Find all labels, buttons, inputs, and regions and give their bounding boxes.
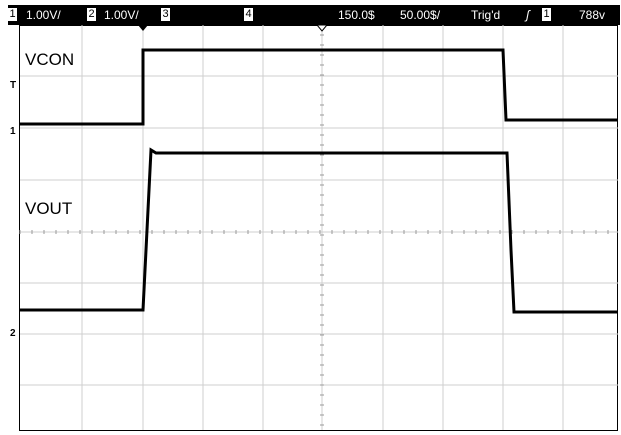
delay-value: 150.0$ xyxy=(338,8,375,22)
channel-2-scale: 1.00V/ xyxy=(104,8,139,22)
channel-1-scale: 1.00V/ xyxy=(26,8,61,22)
channel-1-number: 1 xyxy=(8,8,17,22)
channel-3-number: 3 xyxy=(161,8,170,22)
vout-trace xyxy=(20,147,618,314)
channel-1-ground-marker: 1 xyxy=(10,126,16,137)
graticule-grid xyxy=(19,24,618,430)
vcon-label: VCON xyxy=(25,50,75,69)
status-bar: 1 1.00V/ 2 1.00V/ 3 4 150.0$ 50.00$/ Tri… xyxy=(8,5,620,25)
channel-4-number: 4 xyxy=(244,8,253,22)
trigger-position-marker-icon xyxy=(138,24,329,32)
channel-3-indicator[interactable]: 3 xyxy=(161,5,170,25)
trigger-level-marker: T xyxy=(10,80,17,91)
trigger-source-number: 1 xyxy=(542,8,551,22)
channel-1-indicator[interactable]: 1 xyxy=(8,5,17,25)
trigger-level: 788v xyxy=(579,8,606,22)
vout-label: VOUT xyxy=(25,199,73,218)
channel-2-number: 2 xyxy=(87,8,96,22)
channel-2-indicator[interactable]: 2 xyxy=(87,5,96,25)
channel-4-indicator[interactable]: 4 xyxy=(244,5,253,25)
trigger-source-indicator[interactable]: 1 xyxy=(542,5,551,25)
rising-edge-icon: ʃ xyxy=(526,8,530,22)
channel-2-ground-marker: 2 xyxy=(10,328,16,339)
trigger-state: Trig'd xyxy=(471,8,501,22)
timebase-value: 50.00$/ xyxy=(400,8,441,22)
vcon-trace xyxy=(20,48,618,126)
